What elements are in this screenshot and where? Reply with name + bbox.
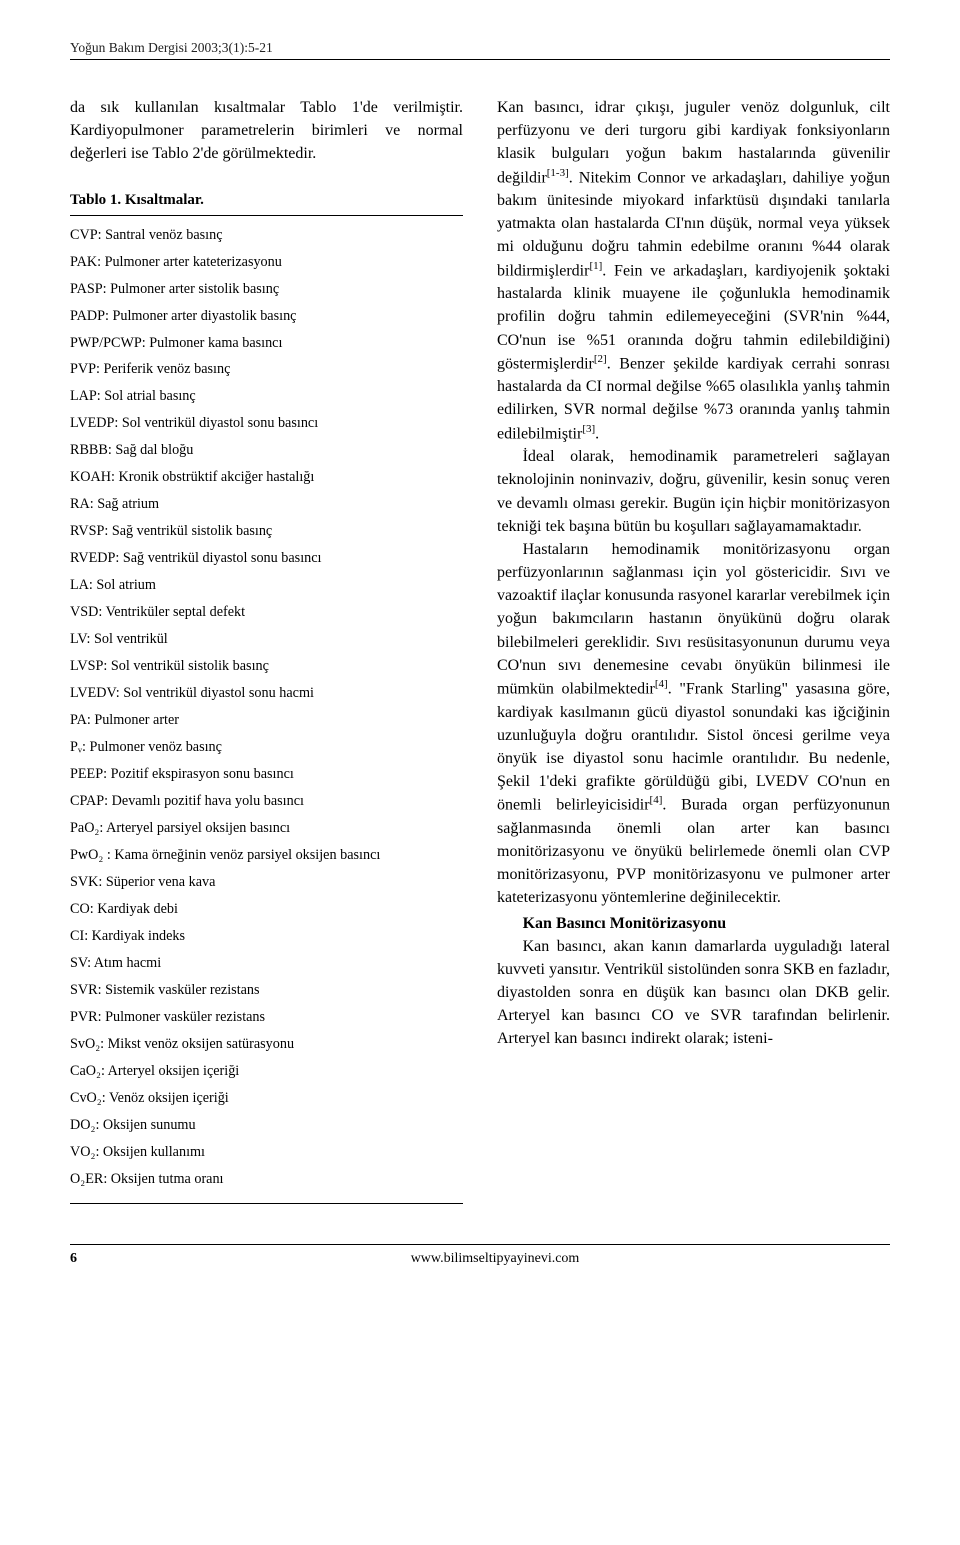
abbrev-row: LV: Sol ventrikül [70,626,463,653]
abbrev-row: VSD: Ventriküler septal defekt [70,599,463,626]
abbrev-row: SV: Atım hacmi [70,950,463,977]
abbrev-row: LA: Sol atrium [70,572,463,599]
abbrev-row: RVEDP: Sağ ventrikül diyastol sonu basın… [70,545,463,572]
abbrev-row: SvO₂: Mikst venöz oksijen satürasyonu [70,1031,463,1058]
abbrev-row: DO₂: Oksijen sunumu [70,1112,463,1139]
abbrev-row: LVEDP: Sol ventrikül diyastol sonu basın… [70,410,463,437]
right-column: Kan basıncı, idrar çıkışı, juguler venöz… [497,96,890,1204]
abbrev-row: CO: Kardiyak debi [70,896,463,923]
table-1-title: Tablo 1. Kısaltmalar. [70,192,463,209]
abbrev-row: CPAP: Devamlı pozitif hava yolu basıncı [70,788,463,815]
citation-ref: [1] [589,260,602,272]
abbrev-row: CI: Kardiyak indeks [70,923,463,950]
abbrev-row: SVR: Sistemik vasküler rezistans [70,977,463,1004]
header-rule [70,59,890,60]
abbrev-row: VO₂: Oksijen kullanımı [70,1139,463,1166]
footer-row: 6 www.bilimseltipyayinevi.com [70,1251,890,1267]
body-paragraph-1: Kan basıncı, idrar çıkışı, juguler venöz… [497,96,890,445]
abbrev-row: CvO₂: Venöz oksijen içeriği [70,1085,463,1112]
abbrev-row: PwO₂ : Kama örneğinin venöz parsiyel oks… [70,842,463,869]
citation-ref: [1-3] [547,167,569,179]
citation-ref: [4] [655,678,668,690]
abbrev-row: LAP: Sol atrial basınç [70,383,463,410]
running-head: Yoğun Bakım Dergisi 2003;3(1):5-21 [70,40,890,60]
running-head-text: Yoğun Bakım Dergisi 2003;3(1):5-21 [70,40,273,55]
page-container: Yoğun Bakım Dergisi 2003;3(1):5-21 da sı… [0,0,960,1297]
p1-seg-e: . [595,425,599,442]
abbrev-row: SVK: Süperior vena kava [70,869,463,896]
abbrev-row: KOAH: Kronik obstrüktif akciğer hastalığ… [70,464,463,491]
abbrev-row: PVR: Pulmoner vasküler rezistans [70,1004,463,1031]
page-footer: 6 www.bilimseltipyayinevi.com [70,1244,890,1267]
abbrev-row: PVP: Periferik venöz basınç [70,356,463,383]
abbrev-row: RBBB: Sağ dal bloğu [70,437,463,464]
abbrev-row: PA: Pulmoner arter [70,707,463,734]
abbrev-row: O₂ER: Oksijen tutma oranı [70,1166,463,1193]
citation-ref: [2] [594,353,607,365]
two-column-layout: da sık kullanılan kısaltmalar Tablo 1'de… [70,96,890,1204]
lead-paragraph: da sık kullanılan kısaltmalar Tablo 1'de… [70,96,463,166]
left-column: da sık kullanılan kısaltmalar Tablo 1'de… [70,96,463,1204]
abbrev-row: PAK: Pulmoner arter kateterizasyonu [70,249,463,276]
abbrev-row: RA: Sağ atrium [70,491,463,518]
abbrev-row: RVSP: Sağ ventrikül sistolik basınç [70,518,463,545]
abbreviation-list: CVP: Santral venöz basınç PAK: Pulmoner … [70,222,463,1193]
abbrev-row: PWP/PCWP: Pulmoner kama basıncı [70,330,463,357]
section-heading: Kan Basıncı Monitörizasyonu [497,912,890,935]
abbrev-row: PADP: Pulmoner arter diyastolik basınç [70,303,463,330]
citation-ref: [3] [582,423,595,435]
abbrev-row: CVP: Santral venöz basınç [70,222,463,249]
footer-rule [70,1244,890,1245]
body-paragraph-2: İdeal olarak, hemodinamik parametreleri … [497,445,890,538]
abbrev-row: CaO₂: Arteryel oksijen içeriği [70,1058,463,1085]
p3-seg-a: Hastaların hemodinamik monitörizasyonu o… [497,541,890,697]
body-paragraph-4: Kan basıncı, akan kanın damarlarda uygul… [497,935,890,1051]
footer-url: www.bilimseltipyayinevi.com [100,1251,890,1267]
table-1-bottom-rule [70,1203,463,1204]
abbrev-row: Pᵥ: Pulmoner venöz basınç [70,734,463,761]
citation-ref: [4] [650,794,663,806]
abbrev-row: LVEDV: Sol ventrikül diyastol sonu hacmi [70,680,463,707]
p3-seg-b: . "Frank Starling" yasasına göre, kardiy… [497,680,890,813]
body-paragraph-3: Hastaların hemodinamik monitörizasyonu o… [497,538,890,910]
abbrev-row: PEEP: Pozitif ekspirasyon sonu basıncı [70,761,463,788]
abbrev-row: PASP: Pulmoner arter sistolik basınç [70,276,463,303]
table-1-top-rule [70,215,463,216]
abbrev-row: LVSP: Sol ventrikül sistolik basınç [70,653,463,680]
abbrev-row: PaO₂: Arteryel parsiyel oksijen basıncı [70,815,463,842]
page-number: 6 [70,1251,100,1267]
